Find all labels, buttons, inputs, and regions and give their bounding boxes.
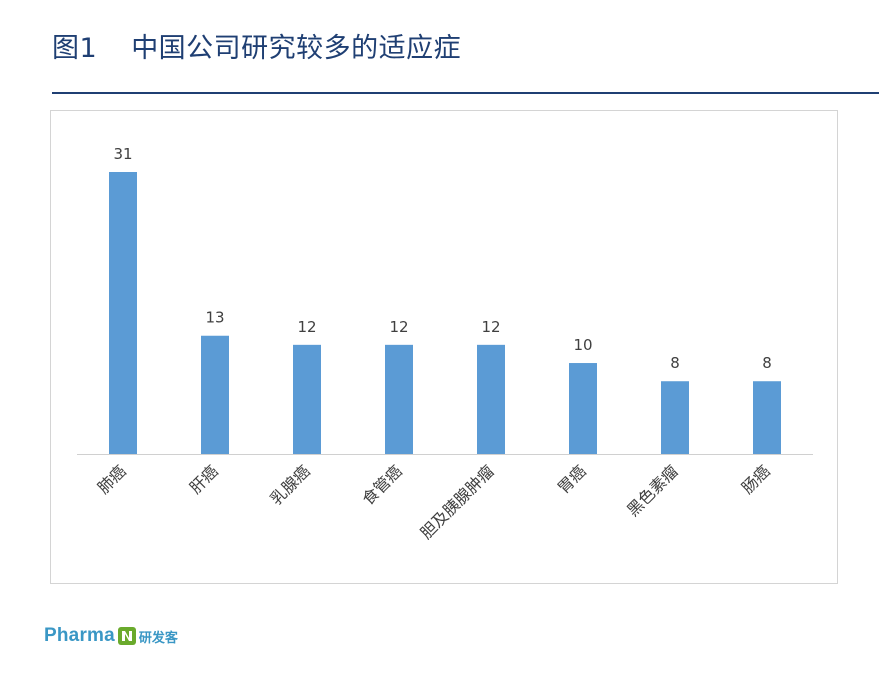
- x-tick-label: 黑色素瘤: [623, 461, 682, 520]
- bar: [661, 381, 689, 454]
- data-label: 10: [573, 336, 592, 354]
- x-tick-label: 肝癌: [186, 461, 222, 497]
- bar-chart: 31 肺癌 13 肝癌 12 乳腺癌 12 食管癌 12 胆及胰腺肿瘤 10 胃癌 8 黑色素瘤 8 肠癌: [77, 145, 813, 543]
- brand-cn-name: 研发客: [138, 630, 178, 646]
- figure-number: 图1: [52, 33, 98, 64]
- x-tick-label: 肠癌: [738, 461, 774, 497]
- data-label: 12: [297, 318, 316, 336]
- chart-frame: [50, 110, 838, 584]
- brand-logo: Pharma 研发客: [44, 624, 178, 648]
- x-tick-label: 乳腺癌: [266, 461, 313, 508]
- data-label: 12: [389, 318, 408, 336]
- title-divider: [52, 92, 879, 94]
- bar: [569, 363, 597, 454]
- brand-name: Pharma: [44, 625, 115, 646]
- bar: [109, 172, 137, 454]
- data-label: 8: [670, 354, 680, 372]
- brand-mark-icon: [117, 627, 136, 645]
- bar: [201, 335, 229, 454]
- data-label: 31: [113, 145, 132, 163]
- x-tick-label: 胆及胰腺肿瘤: [417, 461, 498, 542]
- x-tick-label: 食管癌: [358, 461, 405, 508]
- bar: [477, 344, 505, 454]
- bar: [293, 344, 321, 454]
- x-tick-label: 肺癌: [94, 461, 130, 497]
- data-label: 13: [205, 309, 224, 327]
- bar: [753, 381, 781, 454]
- data-label: 12: [481, 318, 500, 336]
- x-tick-label: 胃癌: [554, 461, 590, 497]
- figure-title: 图1 中国公司研究较多的适应症: [52, 26, 461, 65]
- figure-title-text: 中国公司研究较多的适应症: [131, 33, 462, 64]
- bar: [385, 344, 413, 454]
- data-label: 8: [762, 354, 772, 372]
